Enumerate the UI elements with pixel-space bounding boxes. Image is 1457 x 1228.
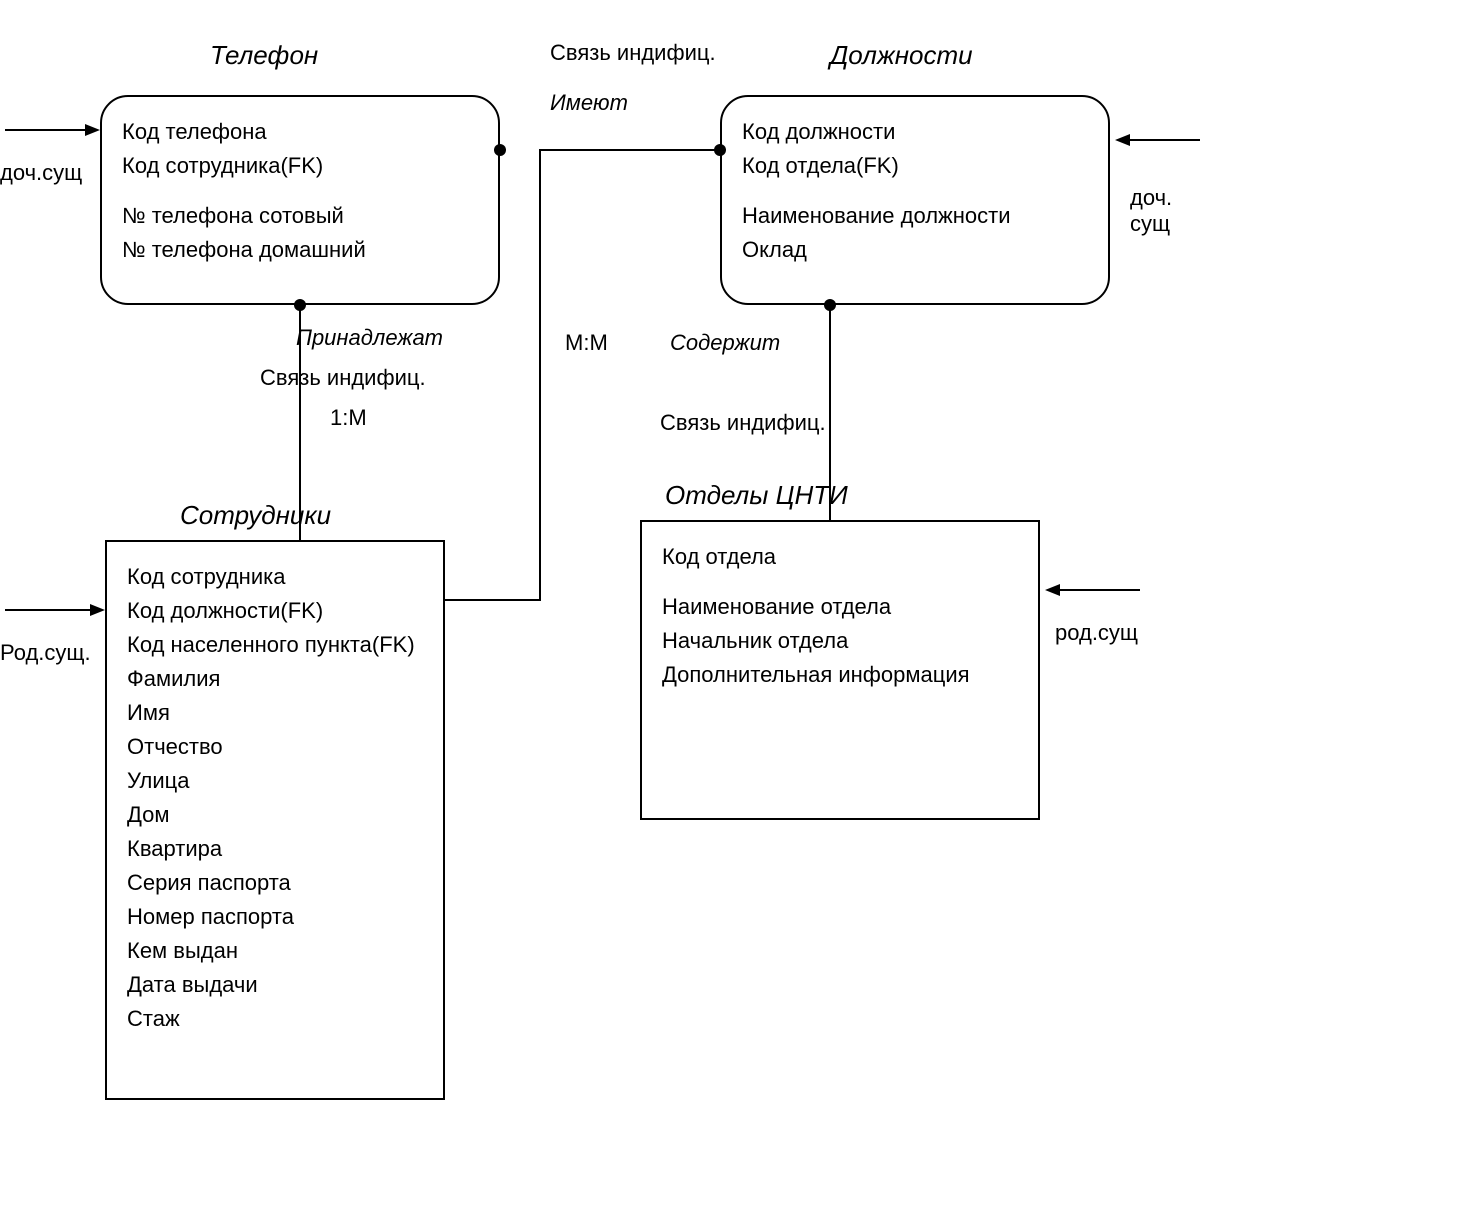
entity-dolzhnosti: Код должности Код отдела(FK) Наименовани… — [720, 95, 1110, 305]
rel-type-telefon-sotrudniki: Связь индифиц. — [260, 365, 426, 391]
attr: Код населенного пункта(FK) — [127, 628, 423, 662]
attr: Номер паспорта — [127, 900, 423, 934]
attr: Дата выдачи — [127, 968, 423, 1002]
title-sotrudniki: Сотрудники — [180, 500, 331, 531]
attr: Серия паспорта — [127, 866, 423, 900]
attr: Улица — [127, 764, 423, 798]
entity-telefon: Код телефона Код сотрудника(FK) № телефо… — [100, 95, 500, 305]
attr: Дом — [127, 798, 423, 832]
attr: Код отдела — [662, 540, 1018, 574]
entity-sotrudniki: Код сотрудника Код должности(FK) Код нас… — [105, 540, 445, 1100]
rel-name-soderzhit: Содержит — [670, 330, 780, 356]
label-rod-sush-left: Род.сущ. — [0, 640, 91, 666]
rel-name-prinadlezhat: Принадлежат — [296, 325, 443, 351]
attr: Стаж — [127, 1002, 423, 1036]
title-otdely: Отделы ЦНТИ — [665, 480, 848, 511]
attr: Наименование отдела — [662, 590, 1018, 624]
attr: Код телефона — [122, 115, 478, 149]
attr: Код сотрудника(FK) — [122, 149, 478, 183]
attr: Код должности — [742, 115, 1088, 149]
entity-otdely: Код отдела Наименование отдела Начальник… — [640, 520, 1040, 820]
attr: Код должности(FK) — [127, 594, 423, 628]
attr: Кем выдан — [127, 934, 423, 968]
attr: № телефона сотовый — [122, 199, 478, 233]
label-rod-sush-right: род.сущ — [1055, 620, 1138, 646]
attr: Оклад — [742, 233, 1088, 267]
rel-card-1m: 1:М — [330, 405, 367, 431]
attr: Фамилия — [127, 662, 423, 696]
title-telefon: Телефон — [210, 40, 318, 71]
rel-name-imeyut: Имеют — [550, 90, 628, 116]
er-diagram-canvas: Телефон Должности Сотрудники Отделы ЦНТИ… — [0, 0, 1457, 1228]
attr: Отчество — [127, 730, 423, 764]
attr: Имя — [127, 696, 423, 730]
rel-type-dolzh-otdely: Связь индифиц. — [660, 410, 826, 436]
attr: Начальник отдела — [662, 624, 1018, 658]
attr: Квартира — [127, 832, 423, 866]
label-doch-sush-left: доч.сущ — [0, 160, 82, 186]
attr: Код сотрудника — [127, 560, 423, 594]
title-dolzhnosti: Должности — [830, 40, 973, 71]
attr: Код отдела(FK) — [742, 149, 1088, 183]
label-doch-sush-right: доч. сущ — [1130, 185, 1190, 237]
attr: Дополнительная информация — [662, 658, 1018, 692]
attr: № телефона домашний — [122, 233, 478, 267]
rel-card-mm: М:М — [565, 330, 608, 356]
attr: Наименование должности — [742, 199, 1088, 233]
rel-type-sotr-dolzh: Связь индифиц. — [550, 40, 716, 66]
